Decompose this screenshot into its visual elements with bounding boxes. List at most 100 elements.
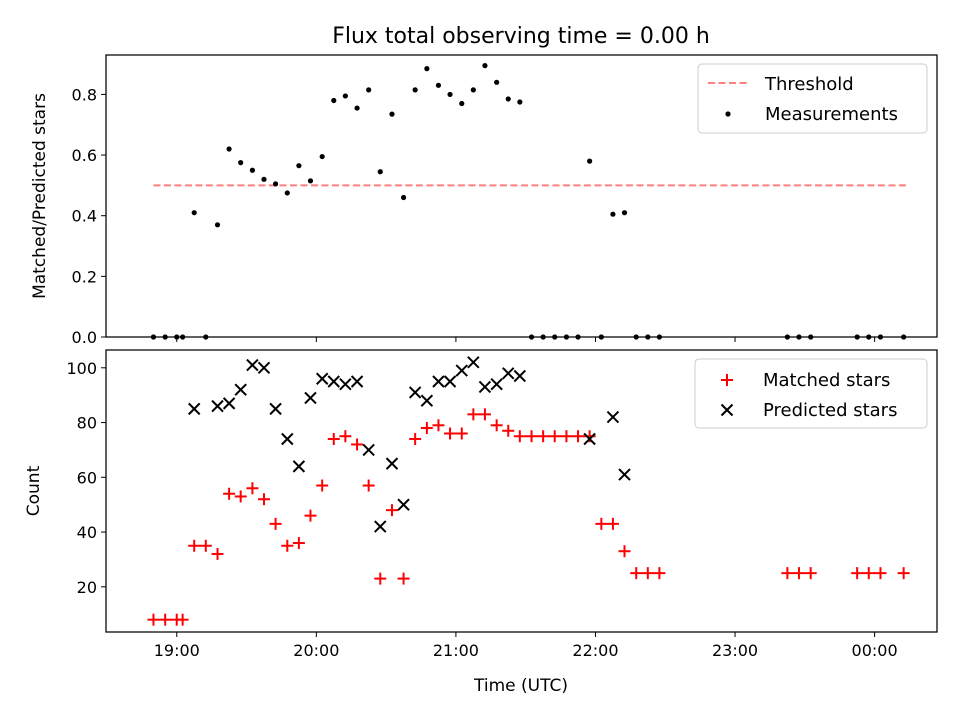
measurements-point — [377, 169, 383, 175]
matched-stars-point — [490, 419, 503, 432]
measurements-point — [482, 63, 488, 69]
measurements-point — [261, 176, 267, 182]
ratio-legend: Threshold Measurements — [697, 63, 928, 134]
count-x-tick-label: 21:00 — [433, 641, 479, 660]
measurements-point — [284, 190, 290, 196]
count-plot: 20 40 60 80 100 19:00 20:00 21:00 22:00 23:00 00:… — [24, 349, 938, 696]
count-legend: Matched stars Predicted stars — [694, 358, 928, 429]
count-x-axis: 19:00 20:00 21:00 22:00 23:00 00:00 — [154, 632, 898, 660]
matched-stars-point — [188, 539, 201, 552]
legend-measurements-swatch — [725, 111, 731, 117]
matched-stars-point — [630, 567, 643, 580]
predicted-stars-point — [385, 457, 399, 470]
predicted-stars-point — [374, 520, 387, 533]
ratio-y-tick-label: 0.8 — [72, 85, 97, 104]
matched-stars-point — [234, 490, 247, 503]
measurements-point — [424, 66, 430, 72]
matched-stars-point — [246, 482, 259, 495]
count-x-tick-label: 19:00 — [154, 641, 200, 660]
matched-stars-point — [618, 545, 631, 558]
matched-stars-point — [159, 613, 172, 626]
legend-matched-label: Matched stars — [763, 370, 890, 391]
measurements-point — [272, 181, 279, 187]
predicted-stars-point — [478, 380, 492, 394]
legend-measurements-label: Measurements — [765, 104, 898, 125]
measurements-point — [621, 210, 628, 216]
count-y-tick-label: 40 — [77, 523, 97, 542]
matched-stars-point — [397, 572, 410, 585]
predicted-stars-point — [513, 369, 527, 383]
ratio-legend-frame — [697, 63, 928, 134]
predicted-stars-point — [362, 443, 375, 457]
predicted-stars-point — [420, 394, 434, 407]
predicted-stars-point — [455, 364, 468, 377]
matched-stars-point — [653, 567, 666, 580]
measurements-point — [400, 194, 407, 201]
ratio-plot-frame — [105, 54, 938, 338]
measurements-point — [459, 100, 465, 107]
matched-stars-point — [432, 419, 445, 432]
predicted-stars-point — [292, 460, 306, 473]
matched-stars-point — [595, 517, 608, 530]
matched-stars-point — [467, 408, 480, 421]
matched-stars-point — [257, 493, 270, 506]
measurements-point — [470, 87, 476, 93]
measurements-point — [354, 105, 360, 111]
matched-stars-point — [374, 572, 387, 585]
count-y-tick-label: 60 — [77, 468, 97, 487]
measurements-point — [331, 97, 337, 104]
matched-stars-point — [525, 430, 538, 443]
ratio-y-tick-label: 0.0 — [72, 328, 97, 347]
count-x-tick-label: 22:00 — [572, 641, 618, 660]
matched-stars-point — [351, 438, 364, 451]
matched-stars-point — [420, 422, 433, 435]
matched-stars-point — [176, 613, 189, 626]
chart-title: Flux total observing time = 0.00 h — [332, 24, 710, 49]
ratio-y-axis: 0.0 0.2 0.4 0.6 0.8 — [72, 85, 106, 347]
ratio-y-tick-label: 0.2 — [72, 267, 97, 286]
predicted-stars-point — [443, 375, 457, 388]
ratio-x-axis — [176, 337, 876, 342]
matched-stars-point — [548, 430, 561, 443]
matched-stars-point — [862, 567, 875, 580]
matched-stars-point — [572, 430, 585, 443]
matched-stars-point — [409, 432, 422, 445]
matched-stars-point — [513, 430, 526, 443]
matched-stars-point — [874, 567, 887, 580]
matched-stars-point — [223, 487, 236, 500]
count-plot-frame — [105, 349, 938, 633]
matched-stars-point — [269, 517, 282, 530]
count-legend-frame — [694, 358, 928, 429]
matched-stars-point — [641, 567, 654, 580]
count-y-tick-label: 80 — [77, 414, 97, 433]
measurements-point — [389, 111, 395, 117]
predicted-stars-point — [397, 498, 410, 511]
matched-stars-point — [316, 479, 329, 492]
measurements-point — [342, 93, 348, 99]
matched-stars-point — [304, 509, 317, 522]
predicted-stars-point — [257, 361, 271, 375]
measurements-point — [307, 178, 314, 184]
predicted-stars-point — [502, 367, 515, 380]
legend-predicted-label: Predicted stars — [763, 400, 897, 421]
matched-stars-point — [897, 567, 910, 580]
matched-stars-point — [147, 613, 160, 626]
matched-stars-point — [199, 539, 212, 552]
ratio-plot: 0.00.20.40.60.8 Matched/Predicted stars … — [30, 54, 938, 347]
measurements-point — [447, 91, 453, 98]
predicted-stars-point — [606, 410, 620, 424]
measurements-point — [366, 87, 372, 93]
predicted-stars-point — [432, 375, 445, 388]
predicted-stars-point — [315, 372, 329, 385]
measurements-point — [191, 210, 197, 216]
count-series-layer — [147, 356, 910, 626]
matched-stars-point — [560, 430, 573, 443]
ratio-y-tick-label: 0.6 — [72, 146, 97, 165]
predicted-stars-point — [408, 386, 422, 399]
matched-stars-point — [478, 408, 491, 421]
predicted-stars-point — [211, 399, 224, 413]
matched-stars-point — [362, 479, 375, 492]
predicted-stars-point — [618, 468, 631, 481]
matched-stars-point — [385, 504, 398, 517]
